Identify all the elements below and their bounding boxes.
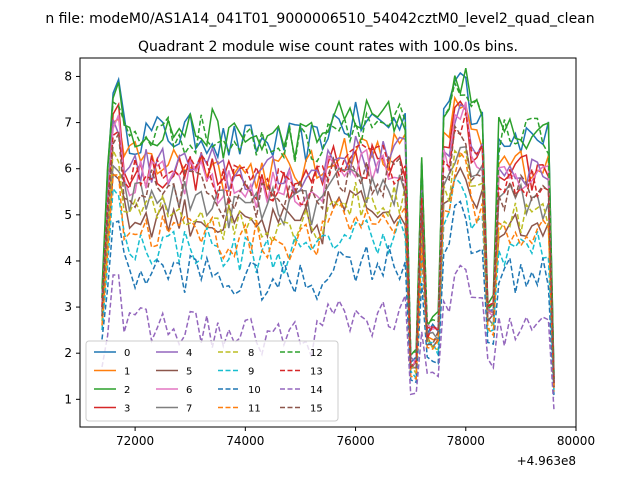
legend-label-5: 5: [186, 367, 192, 378]
y-tick-label: 3: [64, 300, 72, 314]
series-line-12: [101, 80, 555, 380]
chart-title: Quadrant 2 module wise count rates with …: [138, 39, 518, 55]
series-line-0: [101, 71, 555, 380]
legend-label-9: 9: [248, 367, 254, 378]
legend-label-0: 0: [124, 348, 130, 359]
legend-label-15: 15: [310, 404, 323, 415]
legend-label-14: 14: [310, 385, 323, 396]
legend-label-1: 1: [124, 367, 130, 378]
x-offset-label: +4.963e8: [517, 454, 576, 468]
legend-label-11: 11: [248, 404, 261, 415]
series-line-1: [101, 95, 555, 386]
legend-label-8: 8: [248, 348, 254, 359]
series-line-13: [101, 112, 555, 384]
legend-label-4: 4: [186, 348, 192, 359]
x-tick-label: 72000: [116, 434, 154, 448]
legend-label-10: 10: [248, 385, 261, 396]
x-tick-label: 80000: [557, 434, 595, 448]
x-tick-label: 74000: [226, 434, 264, 448]
y-tick-label: 8: [64, 69, 72, 83]
y-tick-label: 6: [64, 162, 72, 176]
x-tick-label: 76000: [336, 434, 374, 448]
legend-label-2: 2: [124, 385, 130, 396]
series-line-4: [101, 103, 555, 382]
series-line-14: [101, 264, 555, 411]
y-tick-label: 2: [64, 346, 72, 360]
series-line-11: [101, 149, 555, 392]
figure-suptitle: n file: modeM0/AS1A14_041T01_9000006510_…: [45, 11, 594, 27]
legend-label-3: 3: [124, 404, 130, 415]
y-tick-label: 4: [64, 254, 72, 268]
legend-label-12: 12: [310, 348, 323, 359]
plot-lines: [101, 67, 555, 411]
series-line-15: [101, 124, 555, 388]
legend-label-6: 6: [186, 385, 192, 396]
legend-box: [85, 340, 339, 422]
legend-label-13: 13: [310, 367, 323, 378]
legend-label-7: 7: [186, 404, 192, 415]
series-line-9: [101, 175, 555, 394]
series-line-5: [101, 166, 555, 388]
series-line-10: [101, 200, 555, 398]
plot-frame: [79, 57, 577, 428]
y-tick-label: 7: [64, 116, 72, 130]
y-tick-label: 5: [64, 208, 72, 222]
series-line-8: [101, 147, 555, 390]
x-tick-label: 78000: [447, 434, 485, 448]
y-tick-label: 1: [64, 392, 72, 406]
